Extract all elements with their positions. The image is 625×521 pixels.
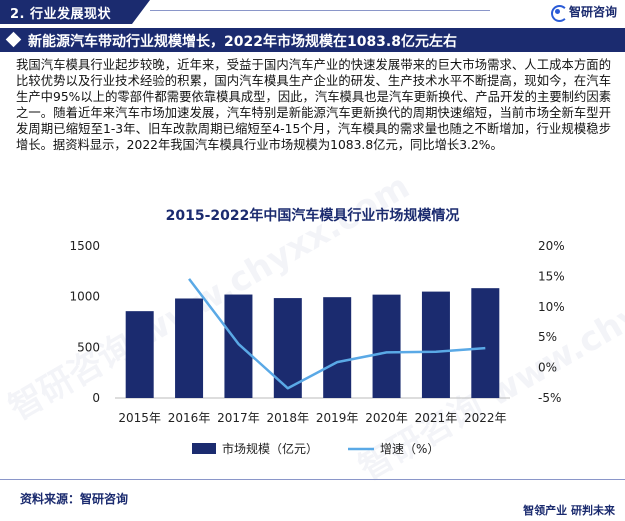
chart-title: 2015-2022年中国汽车模具行业市场规模情况	[165, 208, 460, 224]
slogan: 智领产业 研判未来	[523, 504, 615, 517]
legend-bar-swatch	[192, 443, 216, 454]
right-tick-label: 15%	[538, 269, 565, 283]
x-tick-label: 2019年	[316, 411, 359, 425]
bar	[125, 311, 154, 398]
section-bar	[0, 0, 150, 24]
bar	[421, 291, 450, 398]
left-tick-label: 0	[92, 391, 100, 405]
bar	[372, 294, 401, 398]
right-tick-label: 5%	[538, 330, 557, 344]
left-tick-label: 500	[77, 340, 100, 354]
section-title: 2. 行业发展现状	[10, 7, 112, 22]
x-tick-label: 2016年	[168, 411, 211, 425]
right-tick-label: 20%	[538, 239, 565, 253]
bar	[224, 294, 253, 398]
growth-line	[188, 278, 486, 390]
brand: 智研咨询	[550, 3, 617, 22]
left-tick-label: 1000	[69, 290, 100, 304]
body-paragraph: 我国汽车模具行业起步较晚，近年来，受益于国内汽车产业的快速发展带来的巨大市场需求…	[16, 58, 611, 152]
legend-bar-label: 市场规模（亿元）	[222, 441, 318, 456]
footer-divider	[0, 479, 625, 480]
right-tick-label: 0%	[538, 361, 557, 375]
headline: 新能源汽车带动行业规模增长，2022年市场规模在1083.8亿元左右	[28, 34, 457, 50]
right-tick-label: -5%	[538, 391, 561, 405]
x-tick-label: 2020年	[365, 411, 408, 425]
source-note: 资料来源：智研咨询	[20, 492, 129, 506]
bar	[175, 298, 204, 398]
brand-name: 智研咨询	[568, 5, 617, 19]
zhiyan-logo-icon	[550, 4, 568, 22]
headline-banner: 新能源汽车带动行业规模增长，2022年市场规模在1083.8亿元左右	[0, 28, 625, 52]
x-tick-label: 2017年	[217, 411, 260, 425]
diamond-icon	[5, 31, 22, 48]
bar	[471, 288, 500, 398]
bar	[323, 297, 352, 398]
section-divider	[150, 10, 490, 11]
x-tick-label: 2022年	[464, 411, 507, 425]
right-tick-label: 10%	[538, 300, 565, 314]
left-tick-label: 1500	[69, 239, 100, 253]
legend-line-label: 增速（%）	[380, 442, 439, 456]
x-tick-label: 2018年	[267, 411, 310, 425]
x-tick-label: 2021年	[415, 411, 458, 425]
section-header: 2. 行业发展现状 智研咨询	[0, 0, 625, 24]
chart: 0 500 1000 1500 -5% 0% 5% 10% 15% 20% 2015年 2016年 20…	[69, 239, 565, 456]
x-tick-label: 2015年	[118, 411, 161, 425]
